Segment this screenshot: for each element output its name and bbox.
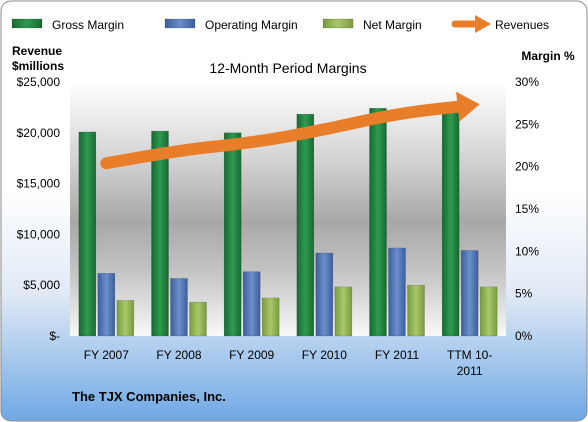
bar-operating-margin xyxy=(315,252,334,337)
left-tick-label: $20,000 xyxy=(17,126,61,140)
left-axis-title-line1: Revenue xyxy=(12,44,62,58)
left-axis-title-line2: $millions xyxy=(12,59,64,73)
bar-gross-margin xyxy=(441,107,460,337)
category-label: FY 2010 xyxy=(302,348,347,362)
left-tick-label: $15,000 xyxy=(17,177,61,191)
right-tick-label: 30% xyxy=(515,75,539,89)
left-tick-label: $5,000 xyxy=(23,278,60,292)
category-label: FY 2008 xyxy=(156,348,201,362)
right-tick-label: 25% xyxy=(515,117,539,131)
category-label: TTM 10- xyxy=(447,348,492,362)
bar-operating-margin xyxy=(388,247,406,337)
revenues-point xyxy=(178,149,180,152)
legend-label-revenues: Revenues xyxy=(495,18,549,32)
bar-net-margin xyxy=(479,286,498,337)
right-tick-label: 0% xyxy=(515,329,533,343)
bar-series xyxy=(78,107,498,337)
legend-label-operating-margin: Operating Margin xyxy=(205,18,298,32)
revenues-arrowhead xyxy=(456,91,480,122)
right-tick-label: 5% xyxy=(515,287,533,301)
right-tick-label: 20% xyxy=(515,160,539,174)
bar-operating-margin xyxy=(170,278,188,337)
x-axis: FY 2007 FY 2008 FY 2009 FY 2010 FY 2011 TTM 1… xyxy=(84,348,493,378)
category-label: FY 2009 xyxy=(229,348,274,362)
right-axis-title: Margin % xyxy=(521,49,575,63)
bar-net-margin xyxy=(116,300,135,337)
revenues-point xyxy=(468,104,471,107)
legend-label-gross-margin: Gross Margin xyxy=(52,18,124,32)
bar-gross-margin xyxy=(369,107,387,337)
revenues-point xyxy=(396,112,398,115)
revenues-point xyxy=(250,141,253,144)
left-tick-label: $10,000 xyxy=(17,227,61,241)
bar-gross-margin xyxy=(296,113,315,337)
right-axis: 0% 5% 10% 15% 20% 25% 30% xyxy=(515,75,539,343)
revenues-point xyxy=(105,162,108,165)
left-axis: $- $5,000 $10,000 $15,000 $20,000 $25,000 xyxy=(17,75,61,343)
bar-gross-margin xyxy=(223,132,242,337)
category-label: 2011 xyxy=(457,364,483,378)
legend-swatch-gross-margin xyxy=(11,18,43,29)
legend-arrowhead xyxy=(475,15,491,33)
company-name: The TJX Companies, Inc. xyxy=(72,389,226,404)
legend: Gross Margin Operating Margin Net Margin Re… xyxy=(11,15,549,33)
bar-net-margin xyxy=(261,297,280,337)
plot-area xyxy=(70,82,506,336)
bar-operating-margin xyxy=(460,250,479,337)
chart-title: 12-Month Period Margins xyxy=(209,60,366,76)
bar-operating-margin xyxy=(97,273,116,337)
revenues-point xyxy=(323,128,326,131)
legend-label-net-margin: Net Margin xyxy=(363,18,422,32)
revenues-line xyxy=(100,100,464,170)
category-label: FY 2011 xyxy=(375,348,420,362)
category-label: FY 2007 xyxy=(84,348,129,362)
legend-swatch-operating-margin xyxy=(164,18,196,29)
bar-net-margin xyxy=(407,284,425,337)
right-tick-label: 15% xyxy=(515,202,539,216)
legend-swatch-net-margin xyxy=(322,18,354,29)
left-tick-label: $25,000 xyxy=(17,75,61,89)
bar-net-margin xyxy=(334,286,353,337)
bar-gross-margin xyxy=(151,130,169,337)
bar-operating-margin xyxy=(242,271,261,337)
bar-gross-margin xyxy=(78,131,97,337)
left-tick-label: $- xyxy=(49,329,60,343)
right-tick-label: 10% xyxy=(515,244,539,258)
bar-net-margin xyxy=(189,301,207,337)
revenue-series xyxy=(100,91,480,170)
